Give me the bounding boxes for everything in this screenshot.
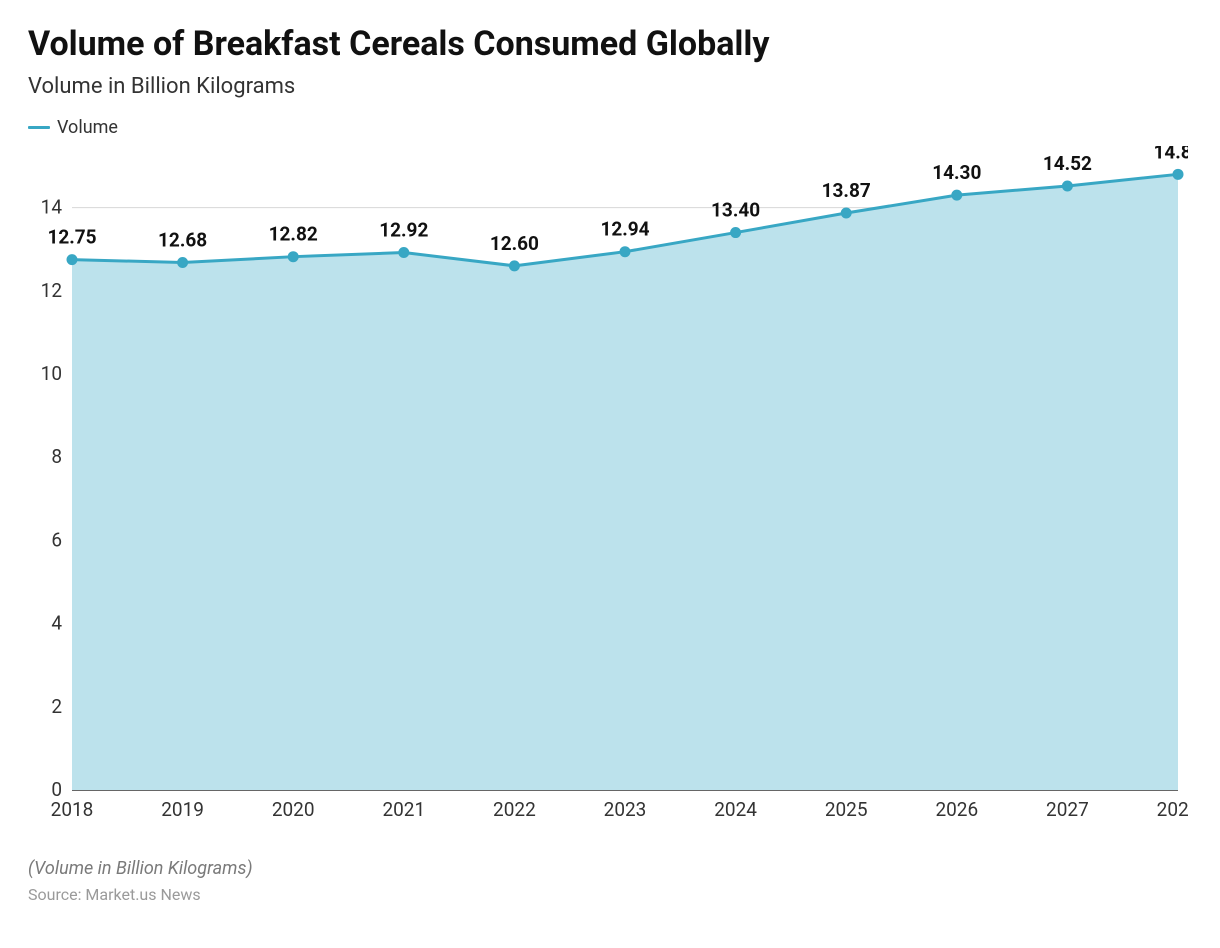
chart-container: Volume of Breakfast Cereals Consumed Glo…: [0, 0, 1220, 948]
chart-plot: 0246810121412.75201812.68201912.82202012…: [28, 146, 1188, 836]
data-label: 12.75: [47, 226, 96, 249]
data-point: [178, 258, 188, 268]
data-point: [620, 247, 630, 257]
data-point: [288, 252, 298, 262]
chart-title: Volume of Breakfast Cereals Consumed Glo…: [28, 24, 1192, 64]
data-point: [1173, 169, 1183, 179]
data-label: 12.94: [600, 218, 649, 241]
data-label: 14.52: [1043, 152, 1092, 175]
data-label: 14.30: [932, 161, 981, 184]
y-tick-label: 4: [51, 612, 62, 635]
data-point: [509, 261, 519, 271]
y-tick-label: 2: [51, 695, 62, 718]
data-point: [841, 208, 851, 218]
x-tick-label: 2027: [1046, 798, 1089, 821]
x-tick-label: 2022: [493, 798, 536, 821]
data-point: [731, 228, 741, 238]
data-label: 14.80: [1153, 146, 1188, 163]
y-tick-label: 8: [51, 445, 62, 468]
y-tick-label: 10: [41, 362, 62, 385]
data-label: 12.68: [158, 229, 207, 252]
x-tick-label: 2028: [1157, 798, 1188, 821]
data-label: 12.92: [379, 219, 428, 242]
data-point: [1062, 181, 1072, 191]
x-tick-label: 2024: [714, 798, 757, 821]
data-point: [399, 248, 409, 258]
chart-svg: 0246810121412.75201812.68201912.82202012…: [28, 146, 1188, 826]
data-point: [67, 255, 77, 265]
chart-footnote: (Volume in Billion Kilograms): [28, 858, 1192, 879]
legend-swatch: [28, 126, 50, 129]
x-tick-label: 2021: [382, 798, 425, 821]
x-tick-label: 2026: [935, 798, 978, 821]
x-tick-label: 2025: [825, 798, 868, 821]
legend-label: Volume: [57, 117, 118, 138]
data-label: 12.82: [269, 223, 318, 246]
y-tick-label: 6: [51, 528, 62, 551]
x-tick-label: 2018: [51, 798, 94, 821]
y-tick-label: 12: [41, 279, 62, 302]
x-tick-label: 2020: [272, 798, 315, 821]
data-label: 12.60: [490, 232, 539, 255]
x-tick-label: 2023: [604, 798, 647, 821]
data-label: 13.87: [822, 179, 871, 202]
chart-source: Source: Market.us News: [28, 885, 1192, 904]
area-fill: [72, 174, 1178, 790]
data-label: 13.40: [711, 199, 760, 222]
y-tick-label: 14: [41, 196, 63, 219]
data-point: [952, 190, 962, 200]
x-tick-label: 2019: [161, 798, 204, 821]
legend: Volume: [28, 117, 1192, 138]
chart-subtitle: Volume in Billion Kilograms: [28, 74, 1192, 99]
